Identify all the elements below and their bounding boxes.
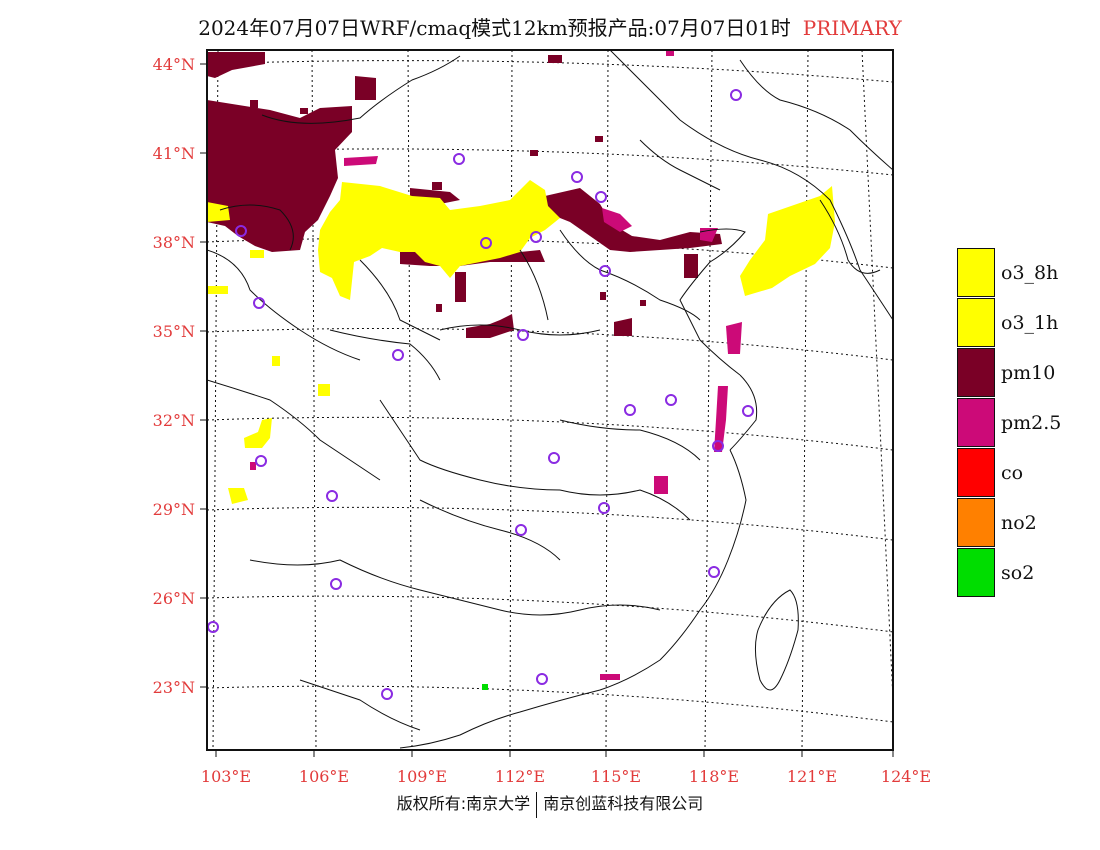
copyright-footer: 版权所有:南京大学 南京创蓝科技有限公司 — [0, 790, 1100, 818]
map-title-main: 2024年07月07日WRF/cmaq模式12km预报产品:07月07日01时 — [198, 16, 791, 40]
station-marker — [742, 405, 754, 417]
so2-field — [482, 684, 488, 690]
map-frame — [206, 49, 894, 751]
legend-swatch — [957, 498, 995, 547]
lat-label: 38°N — [153, 233, 195, 252]
o3-field — [207, 180, 835, 504]
station-marker — [330, 578, 342, 590]
legend-label: no2 — [1001, 512, 1037, 534]
footer-divider — [536, 791, 538, 818]
lat-label: 29°N — [153, 500, 195, 519]
copyright-right: 南京创蓝科技有限公司 — [543, 794, 704, 813]
legend-item-co: co — [957, 448, 1077, 498]
lat-ticks — [200, 63, 207, 688]
legend-label: co — [1001, 462, 1024, 484]
lon-label: 109°E — [397, 767, 447, 786]
lon-label: 112°E — [495, 767, 545, 786]
lat-label: 35°N — [153, 322, 195, 341]
legend-item-so2: so2 — [957, 548, 1077, 598]
lon-label: 124°E — [881, 767, 931, 786]
station-marker — [548, 452, 560, 464]
legend-swatch — [957, 348, 995, 397]
lon-label: 106°E — [299, 767, 349, 786]
station-marker — [530, 231, 542, 243]
legend-swatch — [957, 448, 995, 497]
station-marker — [536, 673, 548, 685]
lat-label: 32°N — [153, 411, 195, 430]
station-marker — [595, 191, 607, 203]
station-marker — [207, 621, 219, 633]
map-content — [207, 50, 893, 750]
station-marker — [515, 524, 527, 536]
station-marker — [624, 404, 636, 416]
lon-label: 118°E — [689, 767, 739, 786]
legend: o3_8h o3_1h pm10 pm2.5 co no2 so2 — [957, 248, 1077, 598]
station-marker — [381, 688, 393, 700]
station-marker — [598, 502, 610, 514]
pm2-5-field — [250, 50, 742, 680]
station-marker — [235, 225, 247, 237]
station-marker — [326, 490, 338, 502]
stations — [207, 89, 754, 700]
legend-swatch — [957, 298, 995, 347]
lon-ticks — [215, 750, 894, 757]
copyright-left: 版权所有:南京大学 — [396, 794, 531, 813]
legend-label: pm2.5 — [1001, 412, 1062, 434]
legend-swatch — [957, 398, 995, 447]
station-marker — [712, 440, 724, 452]
station-marker — [480, 237, 492, 249]
lat-label: 26°N — [153, 589, 195, 608]
boundaries — [207, 50, 893, 749]
station-marker — [665, 394, 677, 406]
legend-label: pm10 — [1001, 362, 1056, 384]
legend-item-o3-8h: o3_8h — [957, 248, 1077, 298]
station-marker — [571, 171, 583, 183]
legend-swatch — [957, 248, 995, 297]
station-marker — [253, 297, 265, 309]
station-marker — [599, 265, 611, 277]
station-marker — [517, 329, 529, 341]
lat-label: 23°N — [153, 678, 195, 697]
lon-label: 121°E — [787, 767, 837, 786]
legend-item-pm10: pm10 — [957, 348, 1077, 398]
legend-label: o3_8h — [1001, 262, 1059, 284]
station-marker — [392, 349, 404, 361]
pm10-field — [207, 52, 722, 338]
lat-label: 41°N — [153, 144, 195, 163]
map-title: 2024年07月07日WRF/cmaq模式12km预报产品:07月07日01时 P… — [0, 12, 1100, 41]
map-title-tag: PRIMARY — [802, 16, 902, 40]
lon-label: 115°E — [591, 767, 641, 786]
legend-item-o3-1h: o3_1h — [957, 298, 1077, 348]
legend-label: o3_1h — [1001, 312, 1059, 334]
station-marker — [453, 153, 465, 165]
legend-label: so2 — [1001, 562, 1035, 584]
legend-swatch — [957, 548, 995, 597]
station-marker — [730, 89, 742, 101]
lon-labels: 103°E 106°E 109°E 112°E 115°E 118°E 121°… — [201, 767, 931, 786]
lon-label: 103°E — [201, 767, 251, 786]
legend-item-pm2-5: pm2.5 — [957, 398, 1077, 448]
lat-label: 44°N — [153, 55, 195, 74]
lat-labels: 44°N 41°N 38°N 35°N 32°N 29°N 26°N 23°N — [153, 55, 195, 697]
station-marker — [255, 455, 267, 467]
legend-item-no2: no2 — [957, 498, 1077, 548]
station-marker — [708, 566, 720, 578]
